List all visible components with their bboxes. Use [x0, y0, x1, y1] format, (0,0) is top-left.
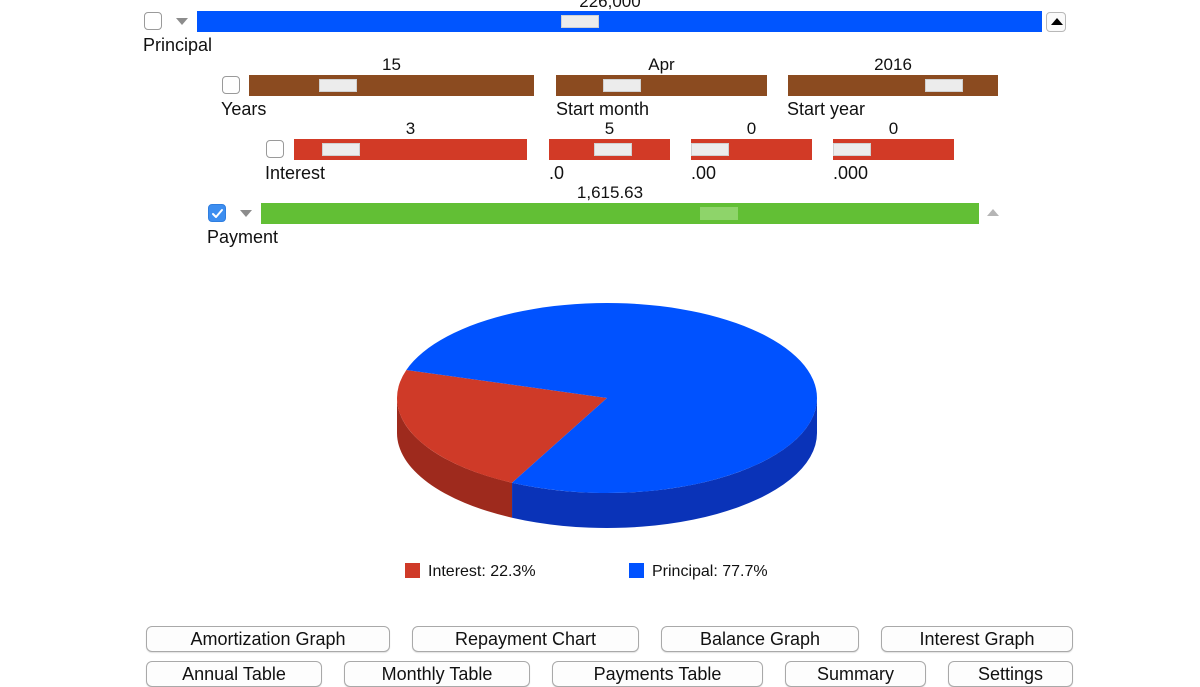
start-month-value: Apr — [648, 55, 675, 74]
principal-increment-button[interactable] — [1046, 12, 1066, 32]
principal-lock-checkbox[interactable] — [144, 12, 162, 30]
principal-dropdown-icon[interactable] — [176, 18, 188, 25]
principal-slider[interactable] — [197, 11, 1042, 32]
start-year-value: 2016 — [874, 55, 912, 74]
payment-slider-thumb[interactable] — [700, 207, 738, 220]
interest-graph-button[interactable]: Interest Graph — [881, 626, 1073, 652]
principal-slider-thumb[interactable] — [561, 15, 599, 28]
payments-table-button[interactable]: Payments Table — [552, 661, 763, 687]
interest-hundredths-label: .00 — [691, 163, 717, 183]
interest-tenths-slider[interactable] — [549, 139, 670, 160]
pie-slice-interest — [397, 369, 607, 483]
interest-tenths-slider-thumb[interactable] — [594, 143, 632, 156]
years-value: 15 — [382, 55, 401, 74]
interest-tenths-value: 5 — [604, 119, 615, 138]
pie-side-principal — [512, 398, 817, 528]
legend-label-interest: Interest: 22.3% — [428, 563, 536, 580]
legend-swatch-interest — [405, 563, 420, 578]
interest-thousandths-slider-thumb[interactable] — [833, 143, 871, 156]
interest-lock-checkbox[interactable] — [266, 140, 284, 158]
summary-button[interactable]: Summary — [785, 661, 926, 687]
annual-table-button[interactable]: Annual Table — [146, 661, 322, 687]
principal-label: Principal — [143, 35, 213, 55]
start-year-label: Start year — [787, 99, 866, 119]
settings-button[interactable]: Settings — [948, 661, 1073, 687]
repayment-chart-button[interactable]: Repayment Chart — [412, 626, 639, 652]
legend-swatch-principal — [629, 563, 644, 578]
legend-label-principal: Principal: 77.7% — [652, 563, 768, 580]
interest-whole-value: 3 — [405, 119, 416, 138]
interest-label: Interest — [265, 163, 326, 183]
pie-slice-principal — [406, 303, 817, 493]
interest-tenths-label: .0 — [549, 163, 565, 183]
years-label: Years — [221, 99, 267, 119]
payment-value: 1,615.63 — [576, 183, 644, 202]
start-month-slider-thumb[interactable] — [603, 79, 641, 92]
start-year-slider-thumb[interactable] — [925, 79, 963, 92]
interest-hundredths-slider-thumb[interactable] — [691, 143, 729, 156]
payment-lock-checkbox[interactable] — [208, 204, 226, 222]
amortization-graph-button[interactable]: Amortization Graph — [146, 626, 390, 652]
interest-whole-slider-thumb[interactable] — [322, 143, 360, 156]
payment-increment-icon[interactable] — [987, 209, 999, 216]
checkmark-icon — [212, 209, 223, 218]
years-slider-thumb[interactable] — [319, 79, 357, 92]
principal-value: 226,000 — [579, 0, 641, 11]
interest-hundredths-value: 0 — [746, 119, 757, 138]
interest-whole-slider[interactable] — [294, 139, 527, 160]
pie-chart — [397, 303, 817, 528]
interest-hundredths-slider[interactable] — [691, 139, 812, 160]
start-month-slider[interactable] — [556, 75, 767, 96]
monthly-table-button[interactable]: Monthly Table — [344, 661, 530, 687]
start-year-slider[interactable] — [788, 75, 998, 96]
payment-label: Payment — [207, 227, 279, 247]
payment-slider[interactable] — [261, 203, 979, 224]
interest-thousandths-label: .000 — [833, 163, 869, 183]
years-lock-checkbox[interactable] — [222, 76, 240, 94]
start-month-label: Start month — [556, 99, 650, 119]
years-slider[interactable] — [249, 75, 534, 96]
balance-graph-button[interactable]: Balance Graph — [661, 626, 859, 652]
payment-dropdown-icon[interactable] — [240, 210, 252, 217]
arrow-up-icon — [1051, 18, 1063, 25]
pie-side-interest — [397, 398, 513, 518]
interest-thousandths-slider[interactable] — [833, 139, 954, 160]
interest-thousandths-value: 0 — [888, 119, 899, 138]
